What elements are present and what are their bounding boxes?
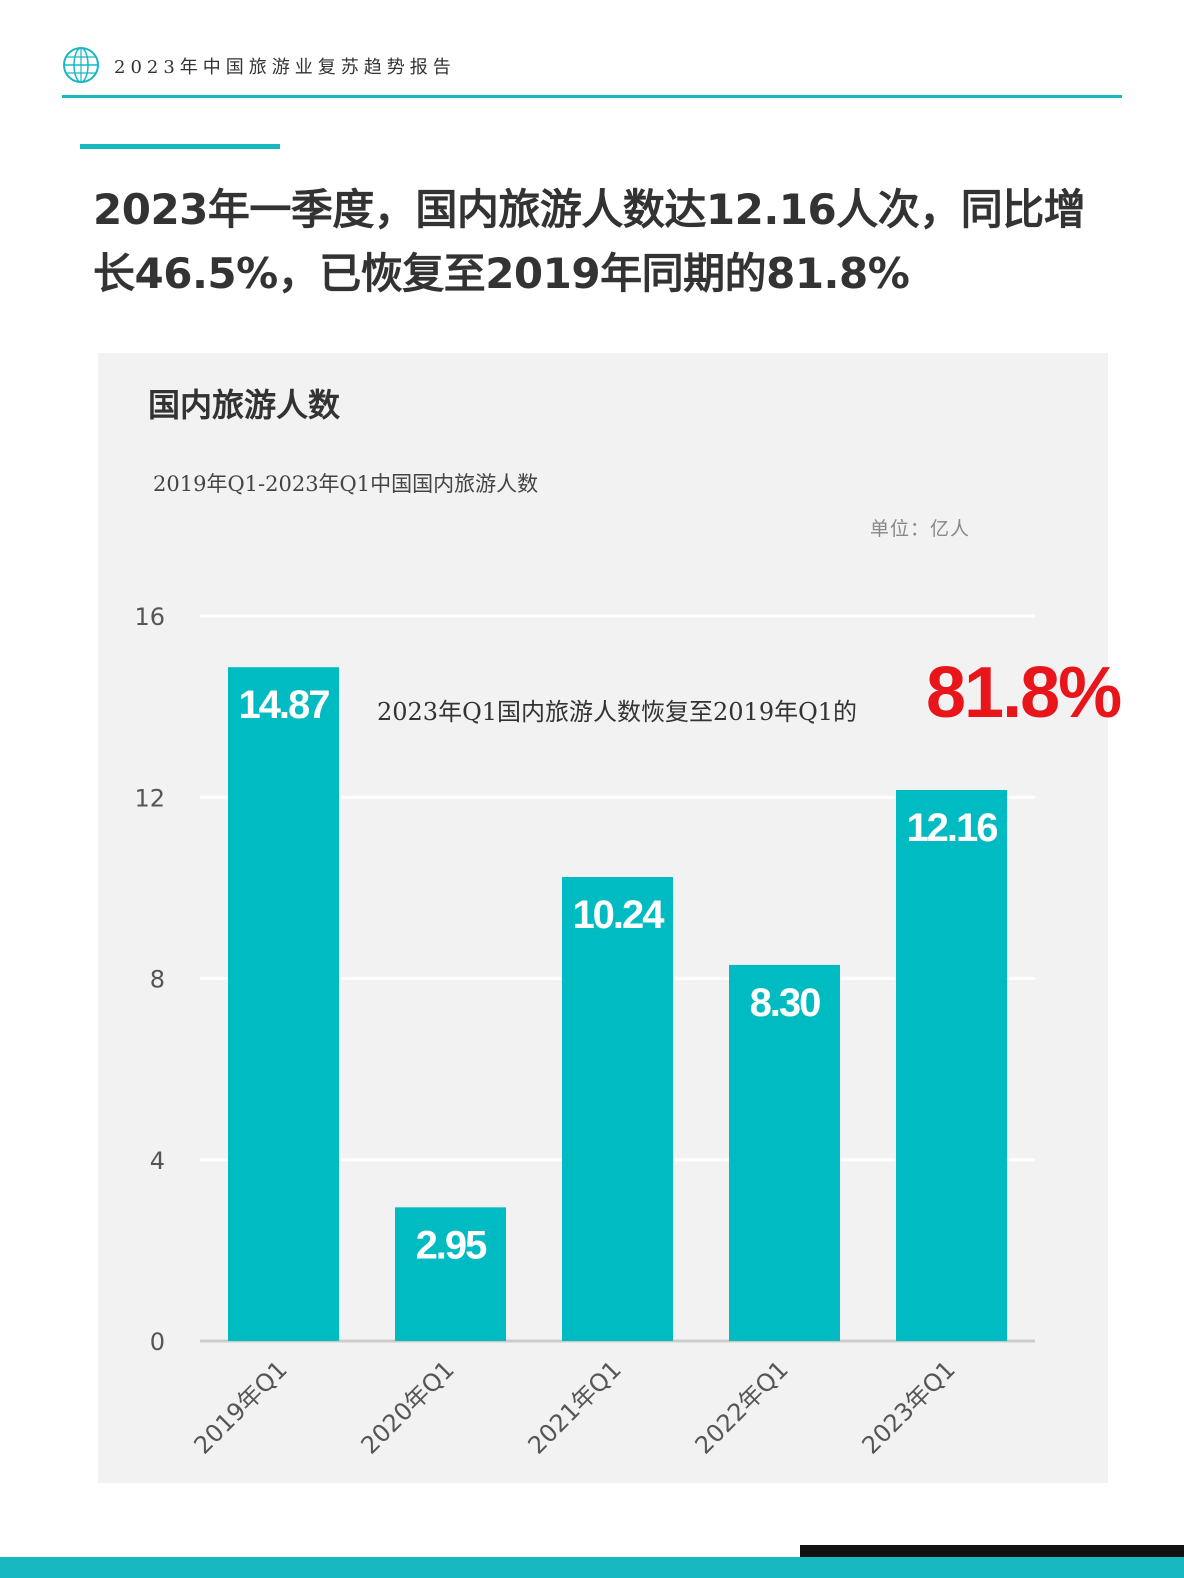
headline-accent-bar xyxy=(80,144,280,149)
bar-value-label: 12.16 xyxy=(906,806,997,850)
bar xyxy=(896,790,1007,1341)
globe-icon xyxy=(63,47,99,83)
report-header: 2023年中国旅游业复苏趋势报告 xyxy=(62,44,1122,98)
bar-value-label: 14.87 xyxy=(238,683,329,727)
footer-accent-bar xyxy=(0,1557,1184,1578)
annotation-value: 81.8% xyxy=(926,653,1122,733)
y-tick-label: 12 xyxy=(134,784,165,812)
headline-line-1: 2023年一季度，国内旅游人数达12.16人次，同比增 xyxy=(93,185,1086,234)
footer-dark-bar xyxy=(800,1545,1184,1560)
headline-line-2: 长46.5%，已恢复至2019年同期的81.8% xyxy=(93,249,910,298)
x-tick-label: 2021年Q1 xyxy=(523,1355,627,1459)
bar-value-label: 10.24 xyxy=(572,893,665,937)
x-tick-label: 2022年Q1 xyxy=(690,1355,794,1459)
unit-label: 单位：亿人 xyxy=(870,518,971,540)
annotation-text: 2023年Q1国内旅游人数恢复至2019年Q1的 xyxy=(377,698,858,726)
x-tick-label: 2020年Q1 xyxy=(356,1355,460,1459)
report-title: 2023年中国旅游业复苏趋势报告 xyxy=(114,57,456,78)
bar xyxy=(228,667,339,1341)
y-tick-label: 0 xyxy=(150,1328,165,1356)
y-tick-label: 4 xyxy=(150,1147,165,1175)
y-tick-label: 8 xyxy=(150,966,165,994)
bar xyxy=(729,964,840,1341)
y-tick-label: 16 xyxy=(134,603,165,631)
x-tick-label: 2023年Q1 xyxy=(857,1355,961,1459)
bar-value-label: 2.95 xyxy=(416,1223,488,1267)
x-tick-label: 2019年Q1 xyxy=(189,1355,293,1459)
bar xyxy=(395,1207,506,1341)
bar-value-label: 8.30 xyxy=(750,981,821,1025)
panel-title: 国内旅游人数 xyxy=(148,386,341,424)
headline: 2023年一季度，国内旅游人数达12.16人次，同比增 长46.5%，已恢复至2… xyxy=(93,178,1178,306)
header-divider xyxy=(62,95,1122,98)
bar xyxy=(562,877,673,1341)
chart-title: 2019年Q1-2023年Q1中国国内旅游人数 xyxy=(153,472,539,496)
